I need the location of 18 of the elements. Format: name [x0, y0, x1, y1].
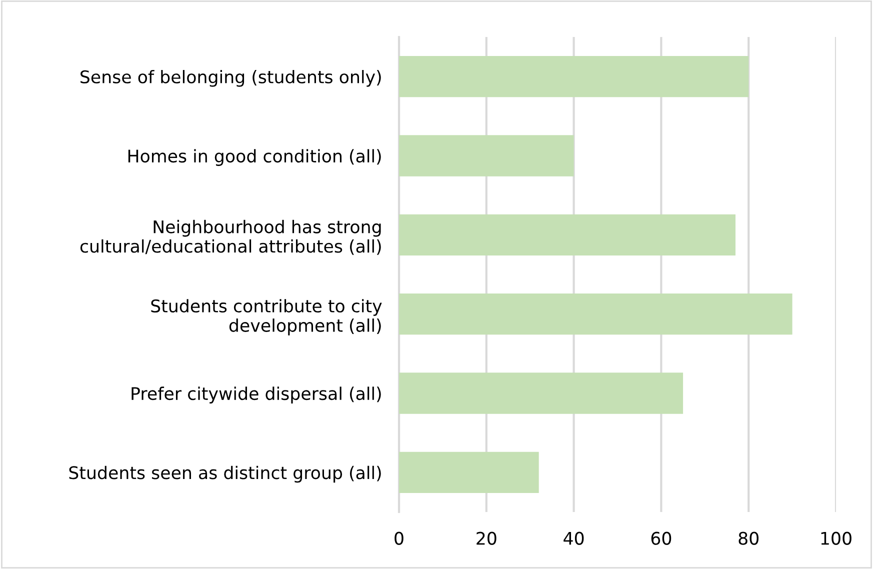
x-tick-label: 20 [476, 532, 496, 545]
y-tick-label: Students contribute to city development (all) [151, 299, 382, 336]
bar [399, 214, 736, 256]
bar [399, 135, 574, 176]
bar [399, 294, 792, 335]
x-tick-label: 100 [821, 532, 852, 545]
bar [399, 56, 749, 98]
x-tick-label: 40 [564, 532, 584, 545]
x-tick-label: 0 [394, 532, 404, 545]
y-tick-label: Neighbourhood has strong cultural/educational attributes (all) [80, 220, 381, 255]
bar [399, 372, 684, 414]
y-tick-label: Prefer citywide dispersal (all) [132, 386, 381, 404]
y-tick-label: Sense of belonging (students only) [80, 70, 381, 87]
bar [399, 452, 539, 493]
y-tick-label: Students seen as distinct group (all) [69, 466, 381, 483]
y-tick-label: Homes in good condition (all) [128, 149, 381, 166]
x-tick-label: 60 [651, 532, 672, 545]
x-tick-label: 80 [738, 532, 758, 545]
